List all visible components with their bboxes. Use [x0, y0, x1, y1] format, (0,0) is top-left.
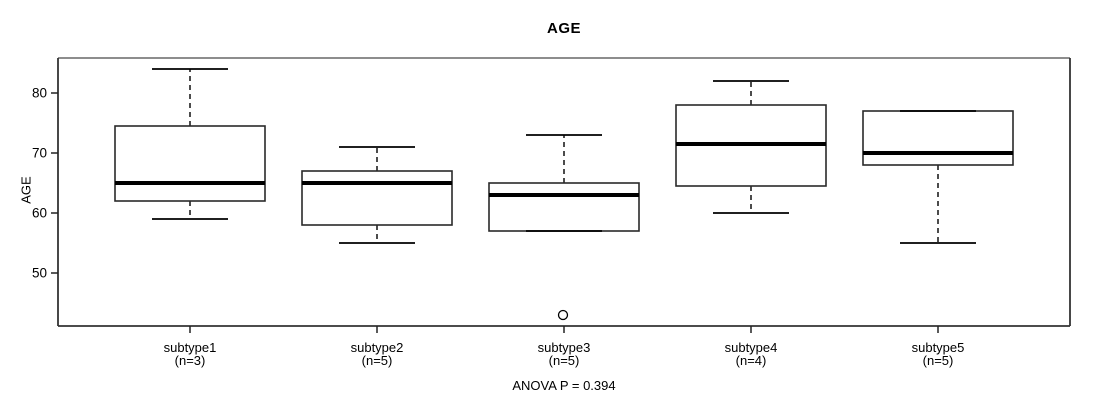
y-tick-label-60: 60 [32, 206, 47, 221]
group-label-subtype1: subtype1 [164, 340, 217, 355]
group-label-subtype3: subtype3 [538, 340, 591, 355]
group-n-label-subtype2: (n=5) [362, 353, 393, 368]
box-subtype2 [301, 170, 453, 226]
box-subtype3 [488, 182, 640, 232]
group-n-label-subtype4: (n=4) [736, 353, 767, 368]
outlier-subtype3-0 [557, 309, 569, 321]
anova-annotation: ANOVA P = 0.394 [512, 378, 616, 393]
box-subtype1 [114, 125, 266, 202]
group-n-label-subtype3: (n=5) [549, 353, 580, 368]
y-tick-label-50: 50 [32, 266, 47, 281]
group-label-subtype2: subtype2 [351, 340, 404, 355]
group-n-label-subtype1: (n=3) [175, 353, 206, 368]
group-label-subtype5: subtype5 [912, 340, 965, 355]
group-n-label-subtype5: (n=5) [923, 353, 954, 368]
chart-title: AGE [546, 20, 581, 37]
y-tick-label-70: 70 [32, 146, 47, 161]
group-label-subtype4: subtype4 [725, 340, 778, 355]
box-subtype5 [862, 110, 1014, 166]
y-tick-label-80: 80 [32, 86, 47, 101]
